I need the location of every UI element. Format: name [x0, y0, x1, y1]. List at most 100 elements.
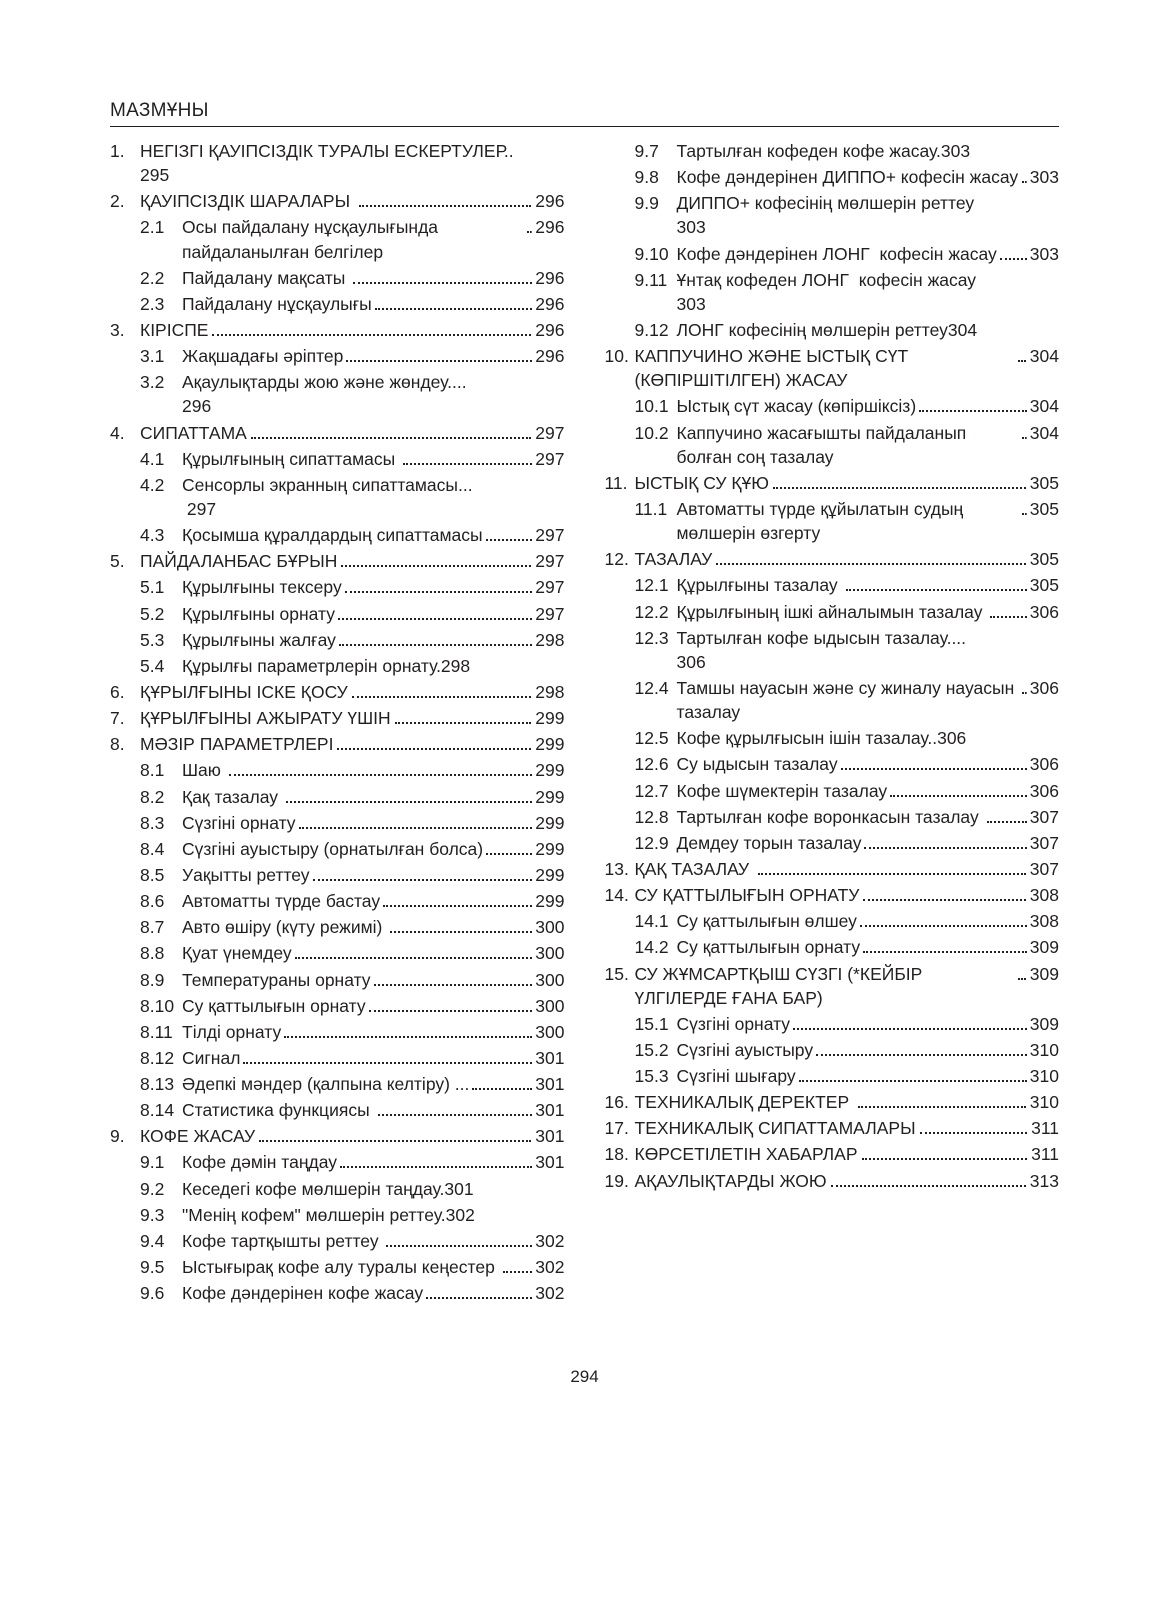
toc-l1-number: 9. [110, 1124, 140, 1148]
toc-l2-number: 5.3 [140, 628, 182, 652]
toc-l2-number: 9.5 [140, 1255, 182, 1279]
toc-l1-page: 307 [1030, 857, 1059, 881]
toc-l2-number: 11.1 [635, 497, 677, 521]
toc-l1-number: 16. [605, 1090, 635, 1114]
toc-level2-entry: 8.1Шаю 299 [140, 758, 565, 782]
toc-l2-page: 301 [535, 1150, 564, 1174]
toc-l2-number: 10.2 [635, 421, 677, 445]
toc-l1-label: ЫСТЫҚ СУ ҚҰЮ [635, 471, 769, 495]
toc-l2-page: 296 [535, 215, 564, 239]
toc-l2-label: Осы пайдалану нұсқаулығында пайдаланылға… [182, 215, 524, 263]
toc-l2-label: Құрылғының сипаттамасы [182, 447, 400, 471]
toc-level1-entry: 6.ҚҰРЫЛҒЫНЫ ІСКЕ ҚОСУ 298 [110, 680, 565, 704]
toc-l2-label: Ыстық сүт жасау (көпіршіксіз) [677, 394, 917, 418]
toc-column-right: 9.7Тартылған кофеден кофе жасау.3039.8Ко… [605, 137, 1060, 1307]
toc-l2-page: 301 [535, 1046, 564, 1070]
toc-l2-page: 299 [535, 863, 564, 887]
toc-column-left: 1.НЕГІЗГІ ҚАУІПСІЗДІК ТУРАЛЫ ЕСКЕРТУЛЕР.… [110, 137, 565, 1307]
toc-l1-number: 5. [110, 549, 140, 573]
toc-level2-entry: 12.3Тартылған кофе ыдысын тазалау.... 30… [635, 626, 1060, 674]
toc-l2-page: 303 [1030, 242, 1059, 266]
toc-level2-entry: 8.9Температураны орнату300 [140, 968, 565, 992]
toc-l2-page: 300 [535, 1020, 564, 1044]
toc-l2-page: 308 [1030, 909, 1059, 933]
toc-l1-label: ҚҰРЫЛҒЫНЫ АЖЫРАТУ ҮШІН [140, 706, 391, 730]
toc-l1-page: 298 [535, 680, 564, 704]
toc-l1-page: 305 [1030, 471, 1059, 495]
toc-l2-number: 12.6 [635, 752, 677, 776]
toc-level2-entry: 8.4Сүзгіні ауыстыру (орнатылған болса)29… [140, 837, 565, 861]
toc-l2-number: 8.6 [140, 889, 182, 913]
toc-l2-page: 310 [1030, 1064, 1059, 1088]
toc-l2-number: 9.3 [140, 1203, 182, 1227]
toc-l2-page: 297 [535, 575, 564, 599]
toc-l2-number: 12.3 [635, 626, 677, 650]
toc-level2-entry: 11.1Автоматты түрде құйылатын судың мөлш… [635, 497, 1060, 545]
toc-l2-number: 12.9 [635, 831, 677, 855]
toc-l2-label: Автоматты түрде бастау [182, 889, 380, 913]
toc-l1-label: ПАЙДАЛАНБАС БҰРЫН [140, 549, 337, 573]
toc-l2-label: Құрылғыны жалғау [182, 628, 336, 652]
toc-l1-label: КАППУЧИНО ЖӘНЕ ЫСТЫҚ СҮТ (КӨПІРШІТІЛГЕН)… [635, 344, 1014, 392]
toc-level2-entry: 12.2Құрылғының ішкі айналымын тазалау 30… [635, 600, 1060, 624]
toc-l2-number: 8.2 [140, 785, 182, 809]
toc-l1-number: 6. [110, 680, 140, 704]
toc-l2-label: Сенсорлы экранның сипаттамасы... 297 [182, 473, 473, 521]
toc-level2-entry: 4.1Құрылғының сипаттамасы 297 [140, 447, 565, 471]
page-number: 294 [110, 1367, 1059, 1387]
toc-l1-page: 309 [1030, 962, 1059, 986]
toc-level1-entry: 11.ЫСТЫҚ СУ ҚҰЮ 305 [605, 471, 1060, 495]
toc-l1-number: 19. [605, 1169, 635, 1193]
toc-l2-label: Шаю [182, 758, 226, 782]
toc-l1-page: 297 [535, 549, 564, 573]
toc-l1-number: 2. [110, 189, 140, 213]
toc-l2-label: Тілді орнату [182, 1020, 281, 1044]
toc-l2-number: 4.1 [140, 447, 182, 471]
toc-l2-number: 3.1 [140, 344, 182, 368]
toc-l2-label: Құрылғыны орнату [182, 602, 335, 626]
toc-l2-label: Кофе тартқышты реттеу [182, 1229, 383, 1253]
toc-l2-label: Сүзгіні ауыстыру [677, 1038, 814, 1062]
toc-level2-entry: 9.2Кеседегі кофе мөлшерін таңдау.301 [140, 1177, 565, 1201]
toc-level2-entry: 2.1Осы пайдалану нұсқаулығында пайдаланы… [140, 215, 565, 263]
toc-level1-entry: 5.ПАЙДАЛАНБАС БҰРЫН 297 [110, 549, 565, 573]
toc-l2-number: 5.1 [140, 575, 182, 599]
toc-l2-number: 15.3 [635, 1064, 677, 1088]
toc-level1-entry: 8.МӘЗІР ПАРАМЕТРЛЕРІ 299 [110, 732, 565, 756]
toc-l2-page: 299 [535, 837, 564, 861]
toc-l1-page: 313 [1030, 1169, 1059, 1193]
toc-level2-entry: 9.11Ұнтақ кофеден ЛОНГ кофесін жасау 303 [635, 268, 1060, 316]
toc-l1-number: 13. [605, 857, 635, 881]
toc-l2-page: 309 [1030, 1012, 1059, 1036]
toc-l1-number: 1. [110, 139, 140, 163]
toc-l1-page: 308 [1030, 883, 1059, 907]
toc-level1-entry: 1.НЕГІЗГІ ҚАУІПСІЗДІК ТУРАЛЫ ЕСКЕРТУЛЕР.… [110, 139, 565, 187]
toc-l2-page: 305 [1030, 573, 1059, 597]
toc-level2-entry: 8.13Әдепкі мәндер (қалпына келтіру) ... … [140, 1072, 565, 1096]
toc-level1-entry: 4.СИПАТТАМА 297 [110, 421, 565, 445]
toc-l2-label: Су ыдысын тазалау [677, 752, 838, 776]
toc-level1-entry: 9.КОФЕ ЖАСАУ 301 [110, 1124, 565, 1148]
toc-level1-entry: 18.КӨРСЕТІЛЕТІН ХАБАРЛАР 311 [605, 1142, 1060, 1166]
toc-l2-page: 301 [535, 1072, 564, 1096]
toc-l2-label: Су қаттылығын орнату [677, 935, 861, 959]
toc-l2-label: Су қаттылығын өлшеу [677, 909, 857, 933]
toc-columns: 1.НЕГІЗГІ ҚАУІПСІЗДІК ТУРАЛЫ ЕСКЕРТУЛЕР.… [110, 137, 1059, 1307]
toc-l1-page: 305 [1030, 547, 1059, 571]
toc-l2-page: 296 [535, 266, 564, 290]
toc-l2-label: Каппучино жасағышты пайдаланып болған со… [677, 421, 1019, 469]
toc-l1-page: 311 [1031, 1142, 1059, 1166]
toc-l2-page: 296 [535, 344, 564, 368]
toc-l2-label: Сүзгіні шығару [677, 1064, 796, 1088]
toc-l1-label: АҚАУЛЫҚТАРДЫ ЖОЮ [635, 1169, 827, 1193]
toc-l1-label: СУ ҚАТТЫЛЫҒЫН ОРНАТУ [635, 883, 860, 907]
toc-l2-number: 8.3 [140, 811, 182, 835]
toc-l2-label: Статистика функциясы [182, 1098, 375, 1122]
toc-l2-page: 296 [535, 292, 564, 316]
toc-l1-page: 310 [1030, 1090, 1059, 1114]
toc-l2-number: 12.8 [635, 805, 677, 829]
toc-level2-entry: 12.9Демдеу торын тазалау307 [635, 831, 1060, 855]
toc-level2-entry: 15.3Сүзгіні шығару 310 [635, 1064, 1060, 1088]
toc-l1-label: ҚАҚ ТАЗАЛАУ [635, 857, 755, 881]
toc-l1-label: ТЕХНИКАЛЫҚ СИПАТТАМАЛАРЫ [635, 1116, 916, 1140]
